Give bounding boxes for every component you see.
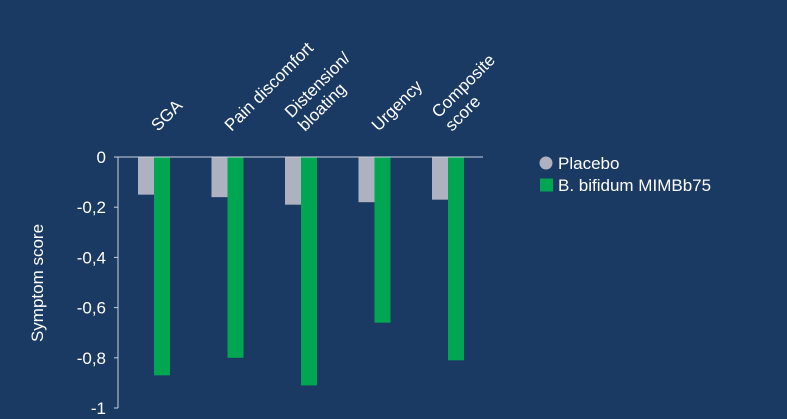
legend-label-0: Placebo [558, 154, 619, 173]
y-tick-label-2: -0,4 [77, 248, 106, 267]
category-label-line: Urgency [368, 76, 427, 135]
bar-placebo-3 [358, 157, 375, 203]
y-tick-label-3: -0,6 [77, 299, 106, 318]
bar-bifidum-4 [448, 157, 464, 361]
category-label-3: Urgency [368, 76, 427, 135]
legend-label-1: B. bifidum MIMBb75 [558, 176, 711, 195]
y-tick-label-0: 0 [97, 148, 106, 167]
bar-bifidum-0 [154, 157, 170, 376]
bar-placebo-0 [138, 157, 154, 195]
y-tick-label-1: -0,2 [77, 198, 106, 217]
legend: Placebo B. bifidum MIMBb75 [539, 154, 711, 195]
axes-group [114, 156, 483, 409]
bar-bifidum-1 [227, 157, 244, 358]
y-axis-title: Symptom score [28, 224, 47, 342]
bar-placebo-1 [211, 157, 228, 198]
bars-group [138, 157, 464, 386]
bar-bifidum-3 [374, 157, 391, 323]
category-label-0: SGA [147, 96, 186, 135]
legend-marker-placebo [539, 156, 553, 170]
y-tick-labels: 0 -0,2 -0,4 -0,6 -0,8 -1 [77, 148, 106, 418]
bar-placebo-4 [432, 157, 448, 200]
y-tick-label-4: -0,8 [77, 349, 106, 368]
bar-placebo-2 [285, 157, 301, 205]
category-label-line: SGA [147, 96, 186, 135]
y-tick-label-5: -1 [91, 399, 106, 418]
legend-marker-bifidum [540, 178, 553, 192]
bar-bifidum-2 [301, 157, 317, 386]
